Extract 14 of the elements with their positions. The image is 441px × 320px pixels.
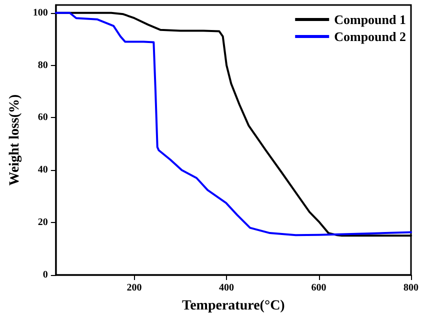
legend-label: Compound 1 bbox=[334, 12, 406, 27]
x-tick-label: 800 bbox=[404, 282, 418, 294]
y-tick-label: 60 bbox=[38, 112, 48, 124]
y-tick-label: 0 bbox=[42, 270, 48, 280]
y-tick-label: 80 bbox=[38, 60, 48, 71]
x-tick-label: 400 bbox=[219, 282, 234, 294]
x-tick-label: 200 bbox=[126, 282, 142, 294]
y-tick-label: 20 bbox=[38, 217, 48, 228]
x-tick-label: 600 bbox=[311, 282, 326, 294]
legend-label: Compound 2 bbox=[334, 29, 406, 44]
y-tick-label: 40 bbox=[38, 164, 48, 176]
y-tick-label: 100 bbox=[32, 7, 48, 18]
x-axis-title: Temperature(°C) bbox=[182, 298, 286, 314]
y-axis-title: Weight loss(%) bbox=[8, 94, 22, 186]
